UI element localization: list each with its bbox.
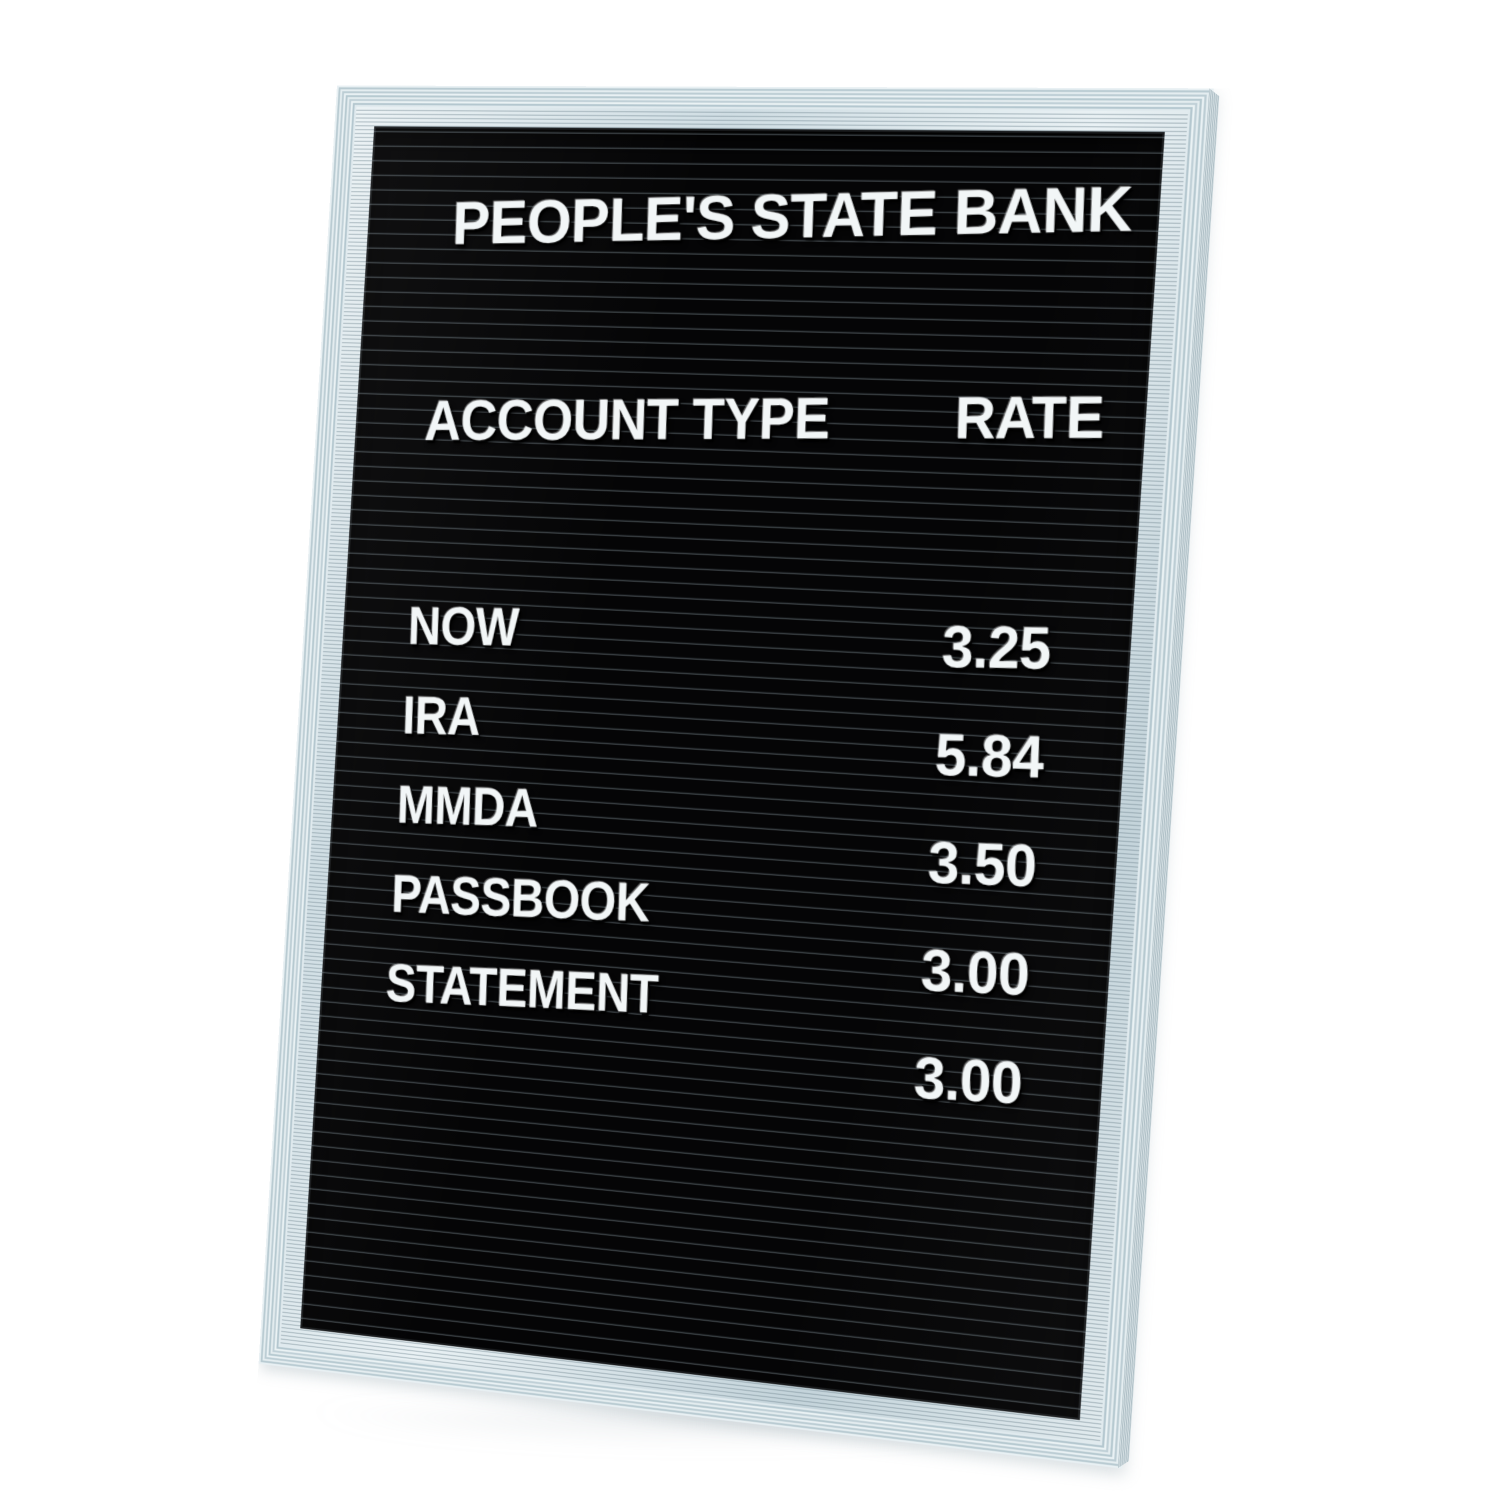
letter-board: PEOPLE'S STATE BANK ACCOUNT TYPE RATE NO… (258, 85, 1220, 1469)
row-label-now: NOW (407, 595, 520, 658)
row-label-ira: IRA (401, 684, 482, 747)
row-rate-statement: 3.00 (913, 1044, 1024, 1117)
aluminum-frame: PEOPLE'S STATE BANK ACCOUNT TYPE RATE NO… (258, 85, 1214, 1469)
row-label-mmda: MMDA (396, 774, 540, 839)
row-rate-now: 3.25 (941, 613, 1052, 683)
column-header-account-type: ACCOUNT TYPE (423, 385, 831, 453)
sign-content: PEOPLE'S STATE BANK ACCOUNT TYPE RATE NO… (300, 126, 1165, 1420)
row-label-passbook: PASSBOOK (390, 863, 651, 934)
sign-title: PEOPLE'S STATE BANK (451, 173, 1134, 259)
row-rate-ira: 5.84 (934, 721, 1045, 792)
letter-panel: PEOPLE'S STATE BANK ACCOUNT TYPE RATE NO… (300, 126, 1165, 1421)
row-label-statement: STATEMENT (385, 952, 660, 1026)
row-rate-mmda: 3.50 (927, 829, 1038, 900)
column-header-rate: RATE (953, 384, 1106, 452)
row-rate-passbook: 3.00 (920, 937, 1031, 1009)
